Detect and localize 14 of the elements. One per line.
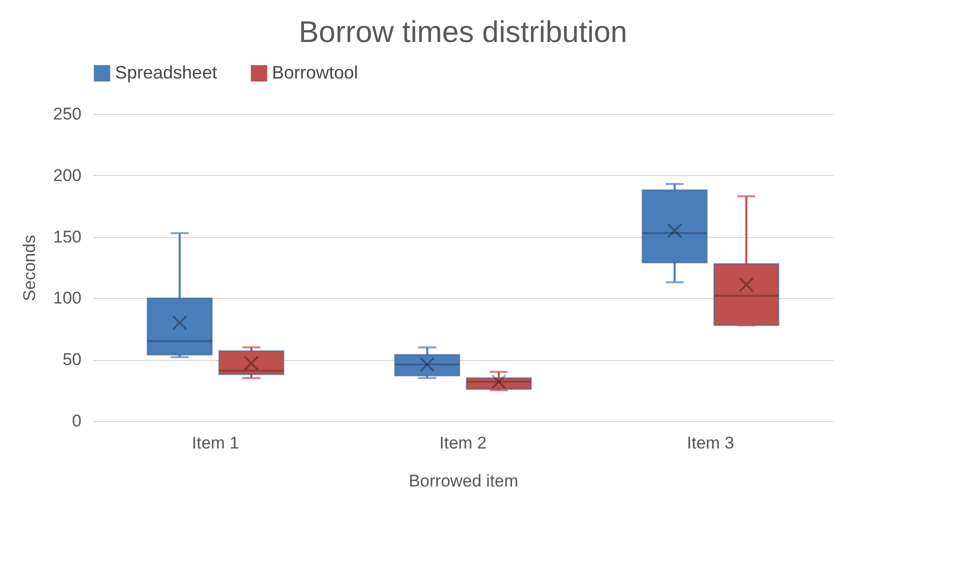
x-tick-label: Item 3: [686, 434, 734, 452]
y-tick-label: 150: [53, 227, 82, 246]
x-axis-title: Borrowed item: [408, 472, 518, 490]
x-tick-label: Item 2: [439, 434, 487, 452]
y-axis-title: Seconds: [20, 234, 40, 302]
y-tick-label: 50: [62, 350, 82, 370]
legend-label: Borrowtool: [272, 62, 358, 82]
y-tick-label: 250: [53, 104, 82, 124]
legend-label: Spreadsheet: [115, 62, 218, 82]
y-tick-label: 200: [53, 166, 82, 185]
chart-title: Borrow times distribution: [298, 16, 628, 49]
y-tick-label: 100: [53, 288, 82, 308]
y-tick-label: 0: [72, 412, 82, 430]
x-tick-label: Item 1: [192, 434, 240, 452]
